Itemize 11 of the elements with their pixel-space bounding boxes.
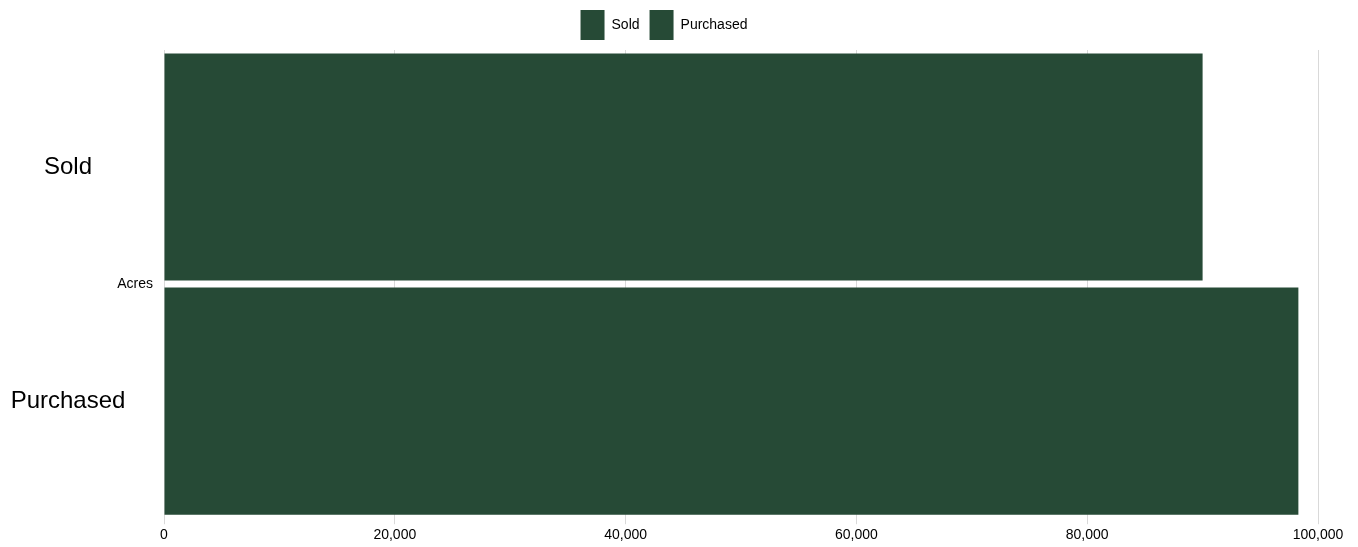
y-tick-label: Acres [117,274,153,291]
x-tick-label: 40,000 [604,526,648,543]
x-tick-label: 20,000 [373,526,417,543]
x-tick-label: 60,000 [834,526,879,543]
x-tick-label: 0 [160,526,169,543]
legend-label: Purchased [680,15,748,32]
x-tick-label: 100,000 [1292,526,1344,543]
x-tick-label: 80,000 [1065,526,1109,543]
text: Purchased [10,385,126,413]
text: Sold [43,151,93,179]
legend-label: Sold [611,15,640,32]
